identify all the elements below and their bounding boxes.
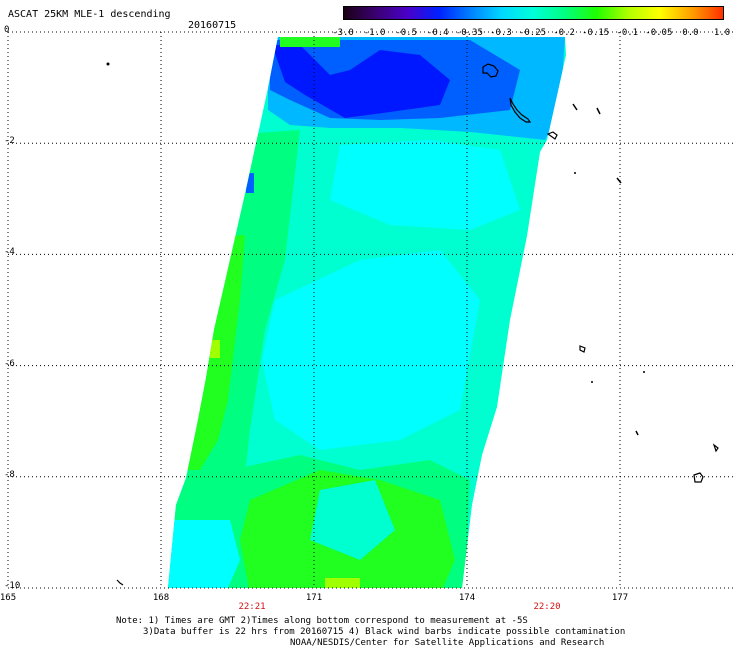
colorbar-tick-label: -3.0 [332,28,354,38]
land-outlines [106,62,719,586]
swath-aqua-south-mid [310,480,395,560]
colorbar-tick-label: -1.0 [363,28,386,38]
island-outline [616,177,622,184]
island-outline [482,63,499,78]
island-outline [116,579,124,586]
colorbar-tick-label: -0.35 [455,28,483,38]
island-outline [712,443,719,453]
colorbar-tick-label: -0.4 [426,28,449,38]
longitude-label: 177 [611,593,629,603]
colorbar-tick-label: -0.5 [395,28,417,38]
island-outline [106,62,110,66]
colorbar-tick-label: -0.2 [553,28,575,38]
colorbar-tick-label: -0.05 [645,28,673,38]
latitude-label: -10 [4,581,21,591]
longitude-label: 165 [0,593,17,603]
product-title: ASCAT 25KM MLE-1 descending [8,9,171,20]
colorbar-tick-label: 1.0 [713,28,731,38]
longitude-label: 174 [458,593,476,603]
swath-yellow-green-edge-patch [210,340,220,358]
swath-blue-edge-patch [246,173,254,193]
island-outline [509,97,532,123]
island-outline [635,430,639,436]
colorbar-tick-label: -0.3 [490,28,512,38]
colorbar-tick-label: -0.15 [582,28,610,38]
latitude-label: 0 [4,25,10,35]
footnote-line-1: Note: 1) Times are GMT 2)Times along bot… [116,616,528,626]
swath-cyan-north [330,140,520,230]
swath-deep-blue-north [272,45,450,118]
colorbar [343,6,724,20]
time-label: 22:20 [533,602,561,612]
island-outline [693,472,704,483]
latitude-label: -4 [4,247,15,258]
latitude-label: -2 [4,136,15,147]
swath-cyan-central [262,250,480,450]
longitude-label: 171 [305,593,323,603]
island-outline [579,345,586,353]
lat-lon-grid [7,31,735,589]
swath-green-corner [280,37,340,47]
longitude-label: 168 [152,593,170,603]
island-outline [643,371,645,373]
swath-cyan-south-west [168,520,240,588]
latitude-label: -6 [4,358,15,369]
product-date: 20160715 [188,20,237,31]
colorbar-tick-label: -0.1 [616,28,639,38]
island-outline [546,131,558,140]
time-label: 22:21 [238,602,266,612]
footnote-credit: NOAA/NESDIS/Center for Satellite Applica… [290,638,605,648]
island-outline [572,103,578,111]
latitude-label: -8 [4,469,15,480]
footnote-line-2: 3)Data buffer is 22 hrs from 20160715 4)… [143,627,626,637]
swath-yellow-green-south [325,578,360,588]
island-outline [596,107,601,115]
colorbar-tick-label: -0.25 [518,28,547,38]
island-outline [574,172,576,174]
colorbar-tick-label: 0.0 [682,28,699,38]
island-outline [591,381,593,383]
